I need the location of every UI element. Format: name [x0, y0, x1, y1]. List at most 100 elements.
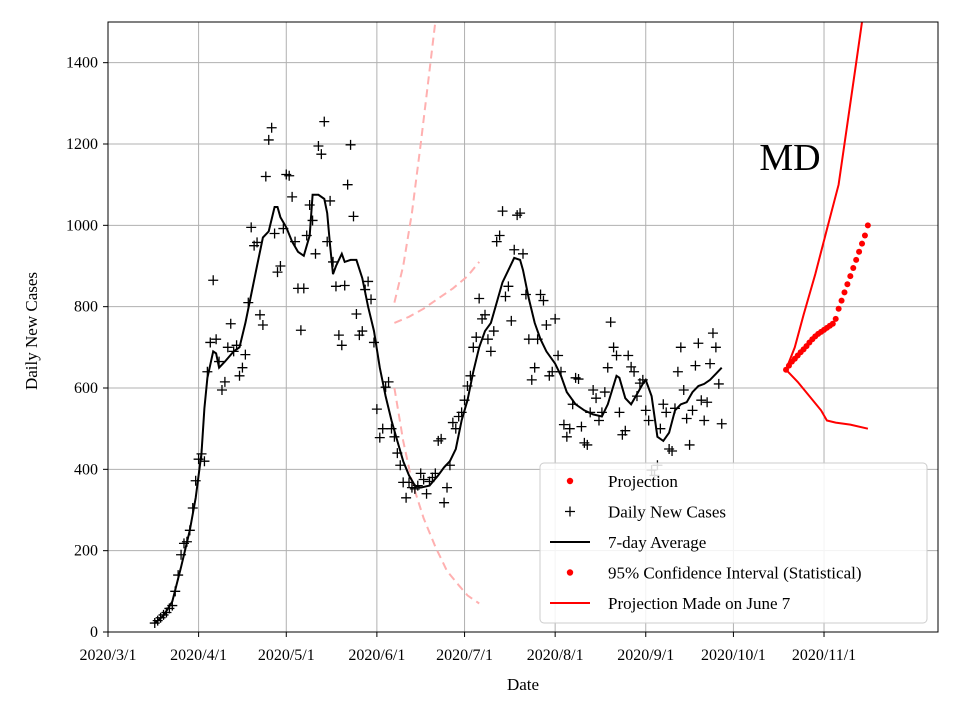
daily-cases-point: [351, 308, 362, 319]
daily-cases-point: [573, 374, 584, 385]
daily-cases-point: [237, 362, 248, 373]
daily-cases-point: [336, 340, 347, 351]
x-tick-label: 2020/6/1: [348, 647, 405, 664]
daily-cases-point: [713, 378, 724, 389]
daily-cases-point: [176, 549, 187, 560]
daily-cases-point: [415, 468, 426, 479]
projection-point: [829, 320, 836, 327]
projection-point: [859, 240, 866, 247]
state-annotation: MD: [759, 137, 820, 179]
daily-cases-point: [205, 337, 216, 348]
y-axis-label: Daily New Cases: [22, 272, 41, 390]
daily-cases-point: [234, 370, 245, 381]
y-tick-label: 200: [74, 543, 98, 560]
daily-cases-point: [173, 570, 184, 581]
series-layer: [149, 22, 871, 629]
daily-cases-point: [246, 222, 257, 233]
x-tick-label: 2020/11/1: [792, 647, 856, 664]
daily-cases-point: [216, 385, 227, 396]
x-tick-label: 2020/10/1: [701, 647, 766, 664]
daily-cases-point: [672, 366, 683, 377]
daily-cases-point: [588, 385, 599, 396]
daily-cases-point: [190, 475, 201, 486]
daily-cases-point: [254, 309, 265, 320]
daily-cases-point: [316, 149, 327, 160]
daily-cases-point: [491, 236, 502, 247]
daily-cases-point: [558, 419, 569, 430]
june7-projection-upper: [393, 22, 437, 303]
june7-projection-lower: [393, 387, 480, 605]
daily-cases-point: [374, 432, 385, 443]
daily-cases-point: [488, 326, 499, 337]
daily-cases-point: [678, 385, 689, 396]
x-tick-label: 2020/7/1: [436, 647, 493, 664]
daily-cases-point: [339, 280, 350, 291]
june7-projection-mid: [394, 261, 480, 324]
daily-cases-point: [313, 141, 324, 152]
legend-label: 7-day Average: [608, 533, 706, 552]
projection-point: [844, 281, 851, 288]
y-tick-label: 1400: [66, 55, 98, 72]
y-tick-label: 400: [74, 461, 98, 478]
daily-cases-point: [509, 244, 520, 255]
daily-cases-point: [345, 139, 356, 150]
daily-cases-point: [707, 328, 718, 339]
daily-cases-point: [301, 230, 312, 241]
daily-cases-point: [444, 460, 455, 471]
daily-cases-point: [211, 334, 222, 345]
y-tick-label: 600: [74, 380, 98, 397]
daily-cases-point: [252, 237, 263, 248]
daily-cases-point: [287, 191, 298, 202]
daily-cases-point: [225, 318, 236, 329]
daily-cases-point: [474, 293, 485, 304]
daily-cases-point: [333, 330, 344, 341]
ci-lower-line: [785, 369, 869, 430]
daily-cases-point: [693, 338, 704, 349]
daily-cases-point: [196, 448, 207, 459]
daily-cases-point: [377, 423, 388, 434]
legend: Projection Daily New Cases 7-day Average 95…: [539, 462, 928, 624]
daily-cases-point: [231, 340, 242, 351]
daily-cases-point: [661, 407, 672, 418]
daily-cases-point: [593, 415, 604, 426]
x-tick-label: 2020/8/1: [527, 647, 584, 664]
daily-cases-point: [602, 362, 613, 373]
daily-cases-point: [257, 319, 268, 330]
daily-cases-point: [494, 230, 505, 241]
daily-cases-point: [363, 276, 374, 287]
daily-cases-point: [328, 256, 339, 267]
daily-cases-point: [219, 376, 230, 387]
daily-cases-point: [614, 407, 625, 418]
daily-cases-point: [599, 387, 610, 398]
daily-cases-point: [222, 342, 233, 353]
daily-cases-point: [669, 403, 680, 414]
legend-marker-dot: [566, 569, 574, 576]
daily-cases-point: [482, 334, 493, 345]
daily-cases-point: [269, 228, 280, 239]
daily-cases-point: [564, 423, 575, 434]
daily-cases-point: [605, 317, 616, 328]
daily-cases-point: [561, 431, 572, 442]
daily-cases-point: [330, 281, 341, 292]
daily-cases-point: [681, 413, 692, 424]
daily-cases-point: [319, 116, 330, 127]
daily-cases-point: [304, 200, 315, 210]
daily-cases-point: [260, 171, 271, 182]
daily-cases-point: [243, 297, 254, 308]
daily-cases-point: [284, 170, 295, 181]
daily-cases-point: [462, 380, 473, 391]
daily-cases-point: [436, 433, 447, 444]
tick-layer: 2020/3/1 2020/4/1 2020/5/1 2020/6/1 2020/7/1…: [66, 55, 856, 664]
daily-cases-point: [675, 342, 686, 353]
daily-cases-point: [170, 586, 181, 597]
daily-cases-point: [687, 405, 698, 416]
projection-point: [832, 315, 839, 322]
daily-cases-point: [401, 492, 412, 503]
daily-cases-point: [263, 134, 274, 145]
legend-label: 95% Confidence Interval (Statistical): [608, 564, 862, 583]
daily-cases-point: [526, 374, 537, 385]
projection-point: [850, 265, 857, 272]
daily-cases-point: [629, 366, 640, 377]
daily-cases-point: [468, 342, 479, 353]
